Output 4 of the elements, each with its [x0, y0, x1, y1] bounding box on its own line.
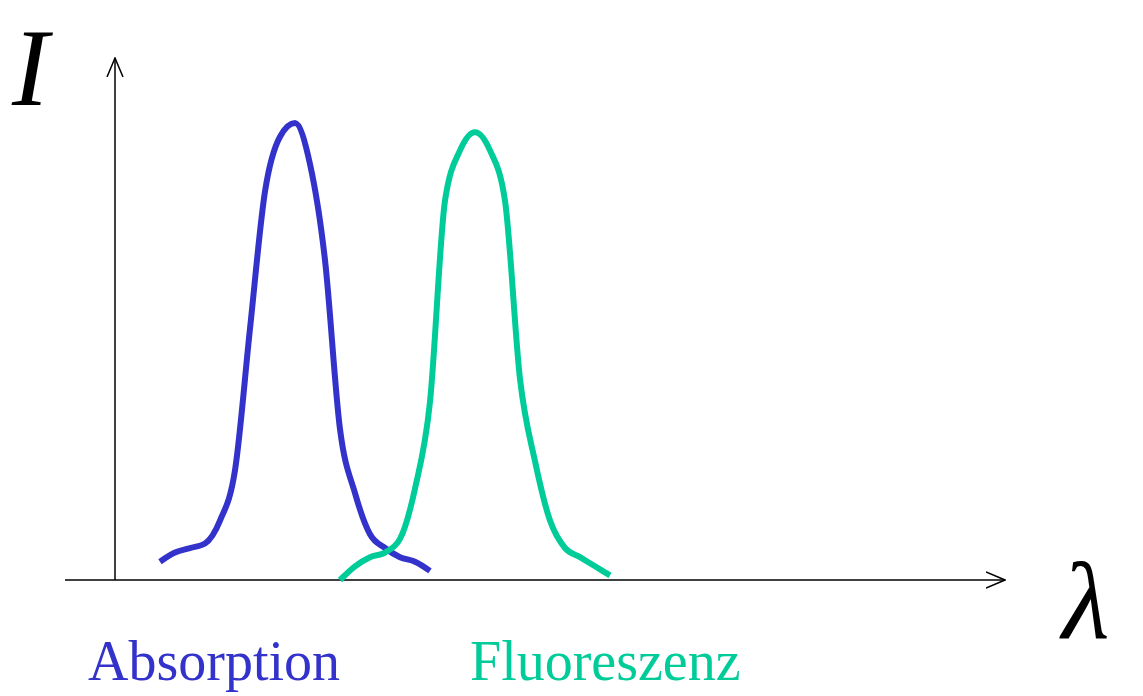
y-axis-title: I — [11, 7, 53, 129]
x-axis-title: λ — [1059, 540, 1110, 662]
series-label: Absorption — [88, 630, 340, 692]
series-label: Fluoreszenz — [470, 630, 741, 692]
